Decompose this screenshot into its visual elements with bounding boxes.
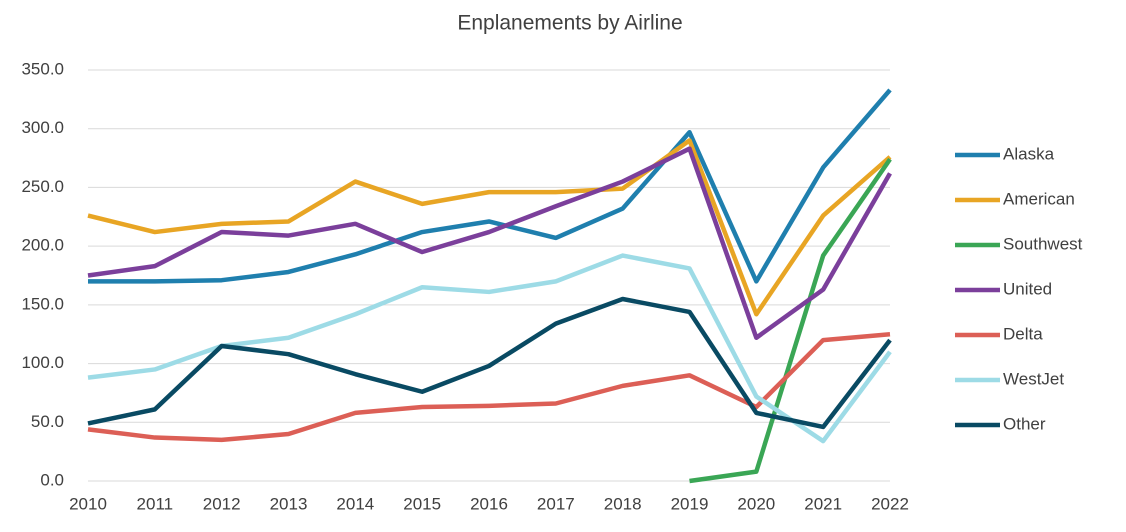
series-line bbox=[87, 138, 892, 317]
series-line bbox=[689, 157, 892, 484]
x-tick-label: 2016 bbox=[470, 494, 508, 513]
x-tick-label: 2021 bbox=[804, 494, 842, 513]
y-tick-label: 0.0 bbox=[40, 470, 64, 489]
x-tick-label: 2011 bbox=[137, 494, 174, 513]
x-tick-label: 2019 bbox=[671, 494, 709, 513]
x-tick-label: 2014 bbox=[336, 494, 374, 513]
x-tick-label: 2015 bbox=[403, 494, 441, 513]
series-line bbox=[87, 296, 892, 430]
chart-title: Enplanements by Airline bbox=[457, 12, 682, 35]
y-tick-label: 350.0 bbox=[21, 59, 64, 78]
y-tick-label: 300.0 bbox=[21, 118, 64, 137]
series-line bbox=[87, 146, 892, 340]
y-tick-label: 150.0 bbox=[21, 294, 64, 313]
x-tick-label: 2022 bbox=[871, 494, 909, 513]
y-tick-label: 50.0 bbox=[31, 412, 64, 431]
legend-label: American bbox=[1003, 189, 1075, 208]
x-tick-label: 2017 bbox=[537, 494, 575, 513]
x-tick-label: 2010 bbox=[69, 494, 107, 513]
legend-label: Delta bbox=[1003, 324, 1043, 343]
x-tick-label: 2018 bbox=[604, 494, 642, 513]
x-tick-label: 2020 bbox=[737, 494, 775, 513]
legend-label: WestJet bbox=[1003, 369, 1064, 388]
series-line bbox=[87, 253, 892, 444]
series-line bbox=[88, 88, 892, 284]
x-tick-label: 2012 bbox=[203, 494, 241, 513]
legend-label: Other bbox=[1003, 414, 1046, 433]
legend-label: Alaska bbox=[1003, 144, 1055, 163]
y-tick-label: 100.0 bbox=[21, 353, 64, 372]
series-line bbox=[87, 331, 891, 443]
legend-label: United bbox=[1003, 279, 1052, 298]
y-tick-label: 250.0 bbox=[21, 177, 64, 196]
x-tick-label: 2013 bbox=[270, 494, 308, 513]
legend-label: Southwest bbox=[1003, 234, 1083, 253]
y-tick-label: 200.0 bbox=[21, 236, 64, 255]
